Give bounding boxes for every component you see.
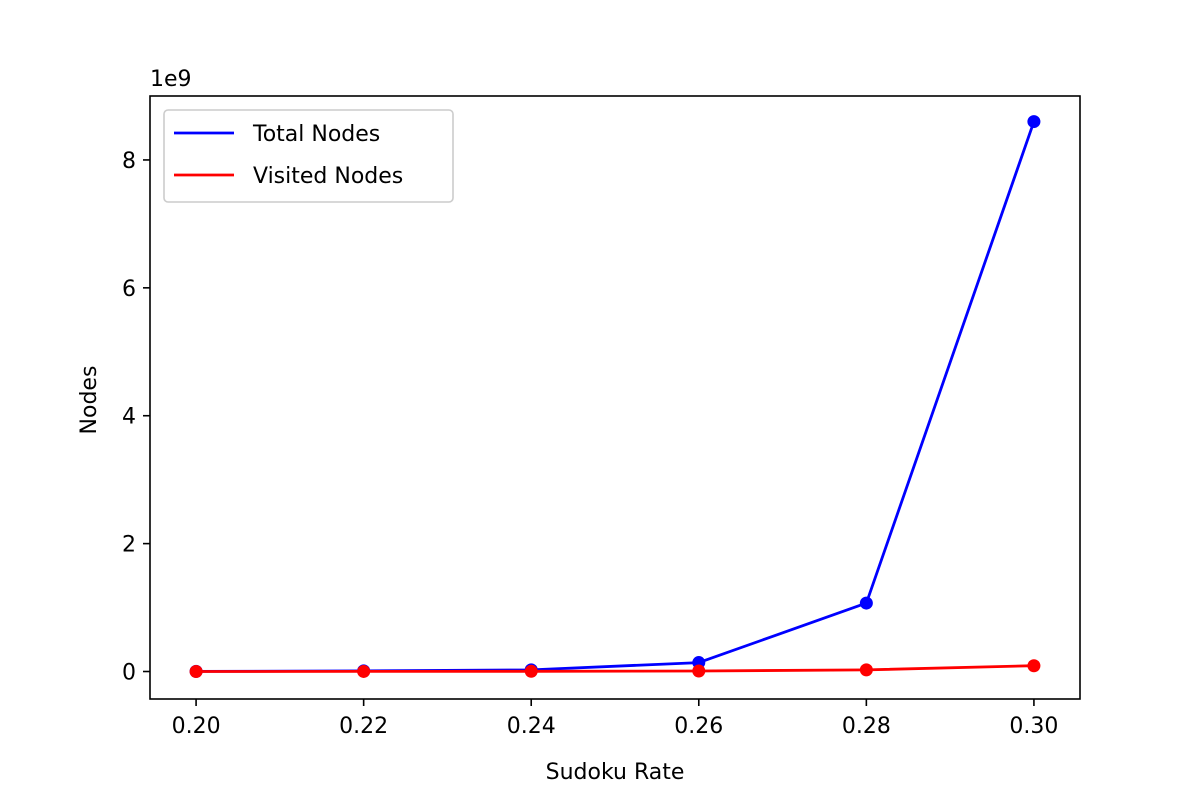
visited-nodes-point	[692, 664, 706, 678]
visited-nodes-point	[524, 664, 538, 678]
visited-nodes-point	[859, 663, 873, 677]
total-nodes-point	[1027, 115, 1041, 129]
legend-label-total-nodes: Total Nodes	[252, 122, 380, 147]
x-tick-label: 0.22	[339, 714, 388, 739]
visited-nodes-point	[357, 664, 371, 678]
visited-nodes-point	[1027, 659, 1041, 673]
y-axis-label: Nodes	[77, 366, 102, 435]
y-tick-label: 8	[122, 149, 136, 174]
y-multiplier-label: 1e9	[150, 67, 192, 92]
legend: Total Nodes Visited Nodes	[163, 109, 454, 203]
legend-box	[163, 109, 454, 203]
visited-nodes-line	[196, 664, 1034, 673]
x-axis-label: Sudoku Rate	[546, 760, 685, 785]
y-tick-label: 6	[122, 277, 136, 302]
y-tick-label: 2	[122, 533, 136, 558]
total-nodes-point	[859, 596, 873, 610]
x-tick-label: 0.30	[1009, 714, 1058, 739]
x-tick-label: 0.26	[674, 714, 723, 739]
axes: 0.20 0.22 0.24 0.26 0.28 0.30 0 2 4 6 8	[122, 149, 1058, 739]
visited-nodes-point	[189, 665, 203, 679]
x-tick-label: 0.28	[842, 714, 891, 739]
y-tick-label: 0	[122, 661, 136, 686]
plot-frame	[149, 95, 1081, 700]
y-tick-label: 4	[122, 405, 136, 430]
legend-label-visited-nodes: Visited Nodes	[253, 164, 403, 189]
plot-area	[189, 115, 1041, 679]
x-tick-label: 0.20	[172, 714, 221, 739]
x-tick-label: 0.24	[507, 714, 556, 739]
